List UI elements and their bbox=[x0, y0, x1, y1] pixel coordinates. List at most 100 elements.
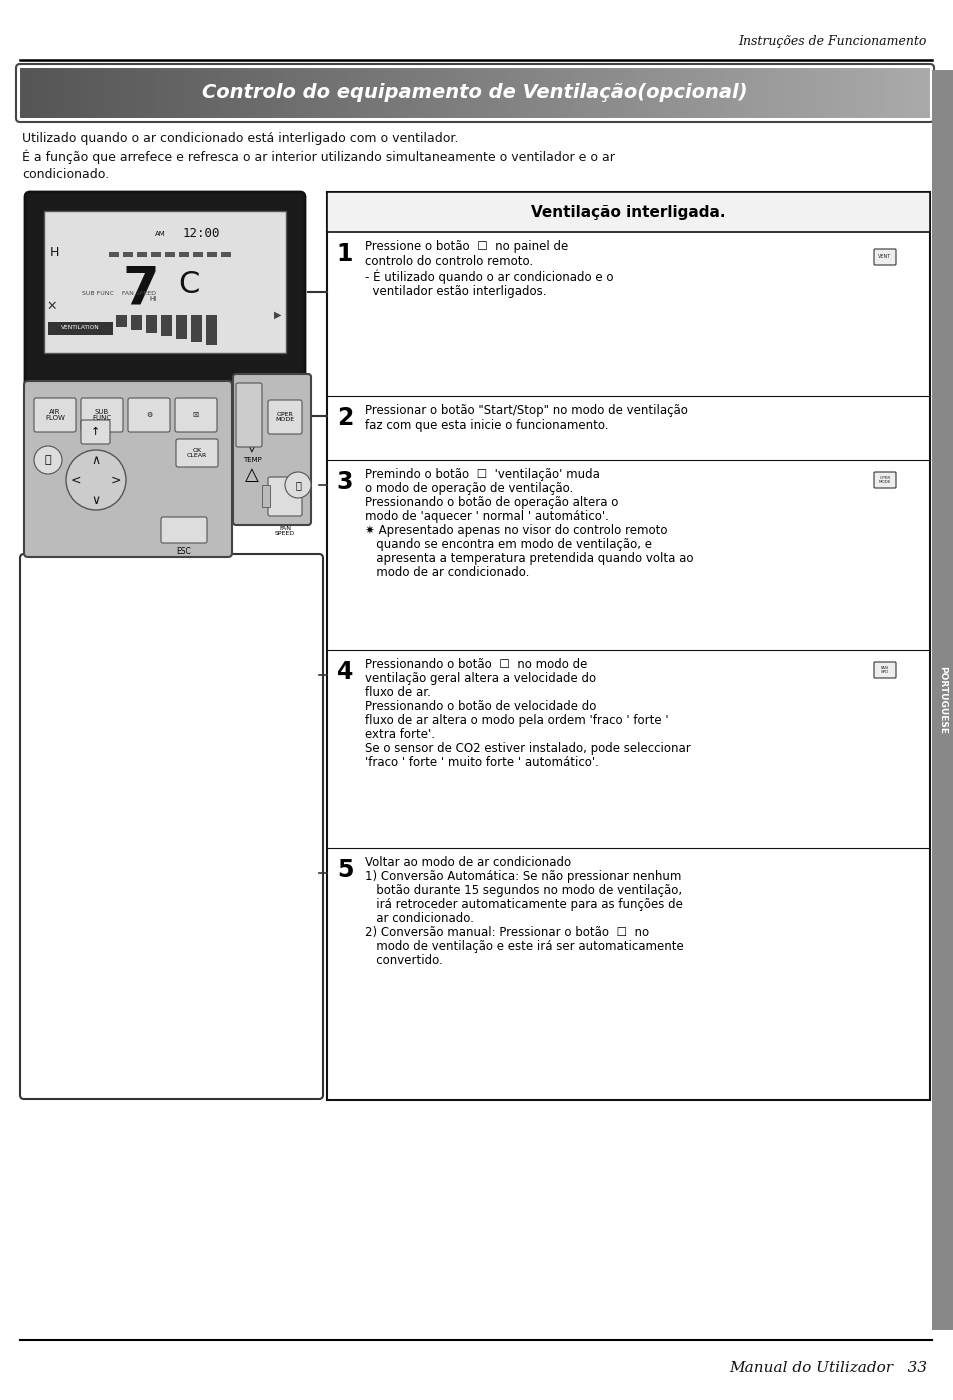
Text: △: △ bbox=[245, 466, 258, 484]
Text: 2) Conversão manual: Pressionar o botão  ☐  no: 2) Conversão manual: Pressionar o botão … bbox=[365, 925, 648, 939]
Bar bbox=[601, 69, 605, 118]
Bar bbox=[750, 69, 754, 118]
Bar bbox=[74, 69, 78, 118]
Bar bbox=[744, 69, 748, 118]
Bar bbox=[144, 69, 148, 118]
Bar bbox=[116, 315, 127, 328]
Bar bbox=[578, 69, 581, 118]
FancyBboxPatch shape bbox=[174, 398, 216, 433]
Bar bbox=[148, 69, 151, 118]
Bar bbox=[341, 69, 345, 118]
Bar bbox=[156, 69, 160, 118]
FancyBboxPatch shape bbox=[873, 662, 895, 678]
Bar bbox=[177, 69, 181, 118]
Bar bbox=[860, 69, 862, 118]
Bar bbox=[390, 69, 394, 118]
FancyBboxPatch shape bbox=[161, 517, 207, 543]
Bar bbox=[184, 69, 187, 118]
Bar bbox=[826, 69, 829, 118]
Bar bbox=[129, 69, 132, 118]
Text: fluxo de ar altera o modo pela ordem 'fraco ' forte ': fluxo de ar altera o modo pela ordem 'fr… bbox=[365, 714, 668, 727]
Text: 1: 1 bbox=[336, 242, 353, 266]
Text: apresenta a temperatura pretendida quando volta ao: apresenta a temperatura pretendida quand… bbox=[365, 552, 693, 566]
Bar bbox=[302, 69, 305, 118]
Bar bbox=[161, 315, 172, 336]
Bar bbox=[213, 69, 217, 118]
Bar bbox=[151, 252, 161, 258]
Bar bbox=[395, 69, 399, 118]
Bar bbox=[753, 69, 757, 118]
Bar bbox=[617, 69, 620, 118]
Bar bbox=[714, 69, 718, 118]
Bar bbox=[41, 69, 45, 118]
Bar bbox=[783, 69, 787, 118]
Bar bbox=[327, 192, 929, 232]
Bar bbox=[477, 69, 481, 118]
Bar bbox=[871, 69, 875, 118]
Bar bbox=[850, 69, 854, 118]
Bar bbox=[893, 69, 896, 118]
Bar bbox=[532, 69, 536, 118]
Bar bbox=[123, 252, 132, 258]
Bar bbox=[274, 69, 278, 118]
Bar bbox=[338, 69, 342, 118]
Bar bbox=[241, 69, 245, 118]
Bar bbox=[35, 69, 39, 118]
Bar bbox=[635, 69, 639, 118]
Bar bbox=[801, 69, 805, 118]
Bar bbox=[608, 69, 612, 118]
Text: Pressionando o botão de operação altera o: Pressionando o botão de operação altera … bbox=[365, 496, 618, 510]
Bar bbox=[359, 69, 363, 118]
Bar bbox=[790, 69, 793, 118]
Bar bbox=[102, 69, 106, 118]
Bar bbox=[69, 69, 72, 118]
Bar bbox=[565, 69, 569, 118]
Bar bbox=[896, 69, 900, 118]
Bar bbox=[741, 69, 744, 118]
Bar bbox=[844, 69, 848, 118]
Bar bbox=[523, 69, 526, 118]
Text: ▽: ▽ bbox=[245, 435, 258, 454]
Bar bbox=[659, 69, 663, 118]
Text: Pressionando o botão de velocidade do: Pressionando o botão de velocidade do bbox=[365, 700, 596, 713]
Text: o modo de operação de ventilação.: o modo de operação de ventilação. bbox=[365, 482, 573, 496]
Bar bbox=[105, 69, 109, 118]
Bar bbox=[459, 69, 463, 118]
Bar bbox=[808, 69, 811, 118]
Bar bbox=[351, 69, 354, 118]
Bar bbox=[114, 69, 117, 118]
Bar bbox=[502, 69, 505, 118]
Bar bbox=[875, 69, 878, 118]
Bar bbox=[614, 69, 618, 118]
Bar bbox=[904, 69, 908, 118]
Bar bbox=[207, 252, 216, 258]
Bar bbox=[480, 69, 484, 118]
Bar bbox=[221, 252, 231, 258]
Bar bbox=[554, 69, 557, 118]
Bar bbox=[450, 69, 454, 118]
Text: - É utilizado quando o ar condicionado e o: - É utilizado quando o ar condicionado e… bbox=[365, 270, 613, 284]
Bar bbox=[262, 69, 266, 118]
Bar bbox=[369, 69, 372, 118]
Text: modo de 'aquecer ' normal ' automático'.: modo de 'aquecer ' normal ' automático'. bbox=[365, 510, 608, 524]
Bar bbox=[84, 69, 87, 118]
Bar bbox=[590, 69, 593, 118]
Bar bbox=[53, 69, 57, 118]
Bar bbox=[327, 192, 929, 1100]
Bar bbox=[639, 69, 641, 118]
Bar bbox=[323, 69, 327, 118]
Bar bbox=[690, 69, 693, 118]
Bar bbox=[868, 69, 872, 118]
Text: irá retroceder automaticamente para as funções de: irá retroceder automaticamente para as f… bbox=[365, 897, 682, 911]
Circle shape bbox=[66, 449, 126, 510]
FancyBboxPatch shape bbox=[268, 400, 302, 434]
FancyBboxPatch shape bbox=[20, 554, 323, 1099]
Bar bbox=[398, 69, 402, 118]
Bar bbox=[151, 69, 153, 118]
Bar bbox=[365, 69, 369, 118]
Bar bbox=[191, 315, 202, 342]
Bar bbox=[632, 69, 636, 118]
Bar bbox=[420, 69, 423, 118]
Bar bbox=[208, 69, 212, 118]
Bar bbox=[269, 69, 272, 118]
